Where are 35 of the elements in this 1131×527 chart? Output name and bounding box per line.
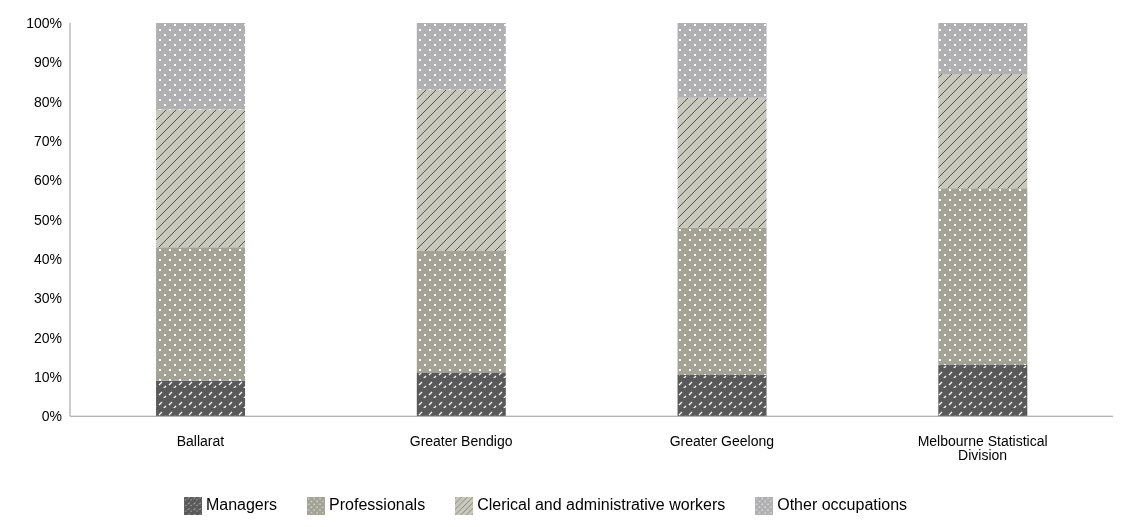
bar [156, 109, 246, 248]
x-tick-label: Greater Geelong [669, 433, 775, 450]
y-tick-label: 0% [41, 408, 62, 425]
legend-label: Other occupations [777, 496, 908, 514]
bar [938, 74, 1028, 189]
x-tick-label: Melbourne Statistical Division [917, 433, 1048, 464]
y-tick-label: 30% [33, 290, 62, 307]
y-tick-label: 10% [33, 368, 62, 385]
bar [677, 374, 767, 417]
x-tick-label: Greater Bendigo [409, 433, 513, 450]
legend-label: Professionals [329, 496, 426, 514]
bar [416, 251, 506, 373]
bar [938, 23, 1028, 75]
bar [677, 97, 767, 228]
bar [677, 227, 767, 375]
bar [156, 23, 246, 110]
legend-label: Managers [205, 496, 278, 514]
y-tick-label: 50% [33, 211, 62, 228]
y-tick-label: 60% [33, 172, 62, 189]
bar [938, 188, 1028, 366]
y-tick-label: 70% [33, 132, 62, 149]
bar [938, 365, 1028, 417]
y-tick-label: 40% [33, 250, 62, 267]
y-tick-label: 20% [33, 329, 62, 346]
bar [156, 380, 246, 417]
bar [677, 23, 767, 98]
legend-label: Clerical and administrative workers [477, 496, 726, 514]
y-tick-label: 90% [33, 54, 62, 71]
y-tick-label: 80% [33, 93, 62, 110]
bar [156, 247, 246, 381]
bar [416, 372, 506, 417]
bar [416, 89, 506, 252]
y-tick-label: 100% [26, 14, 62, 31]
bar [416, 23, 506, 90]
x-tick-label: Ballarat [176, 433, 225, 450]
